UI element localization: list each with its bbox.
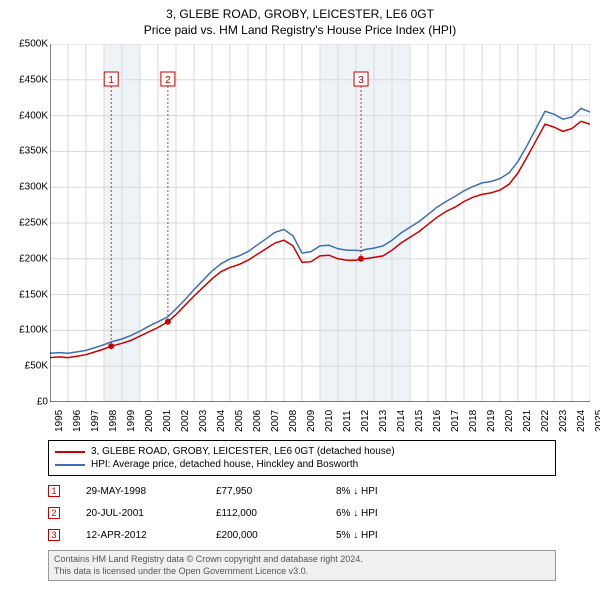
x-tick-label: 2025 [594,410,600,432]
table-row: 3 12-APR-2012 £200,000 5% ↓ HPI [48,524,456,546]
x-tick-label: 2018 [468,410,479,432]
chart-container: 3, GLEBE ROAD, GROBY, LEICESTER, LE6 0GT… [0,0,600,590]
x-tick-label: 2007 [270,410,281,432]
x-tick-label: 1996 [72,410,83,432]
x-tick-label: 2009 [306,410,317,432]
legend-row: HPI: Average price, detached house, Hinc… [55,458,549,471]
legend-label: HPI: Average price, detached house, Hinc… [91,459,358,470]
transaction-date: 12-APR-2012 [86,530,216,541]
transaction-price: £200,000 [216,530,336,541]
title-subtitle: Price paid vs. HM Land Registry's House … [0,22,600,38]
x-tick-label: 2006 [252,410,263,432]
x-tick-label: 2020 [504,410,515,432]
svg-text:1: 1 [108,75,114,86]
x-tick-label: 2000 [144,410,155,432]
x-tick-label: 2010 [324,410,335,432]
x-tick-label: 2003 [198,410,209,432]
transaction-delta: 5% ↓ HPI [336,530,456,541]
x-tick-label: 2001 [162,410,173,432]
x-tick-label: 2015 [414,410,425,432]
x-tick-label: 1997 [90,410,101,432]
transaction-price: £77,950 [216,486,336,497]
legend-label: 3, GLEBE ROAD, GROBY, LEICESTER, LE6 0GT… [91,446,395,457]
x-tick-label: 2002 [180,410,191,432]
chart-area: 1 2 3 [50,44,590,402]
x-tick-label: 2004 [216,410,227,432]
x-tick-label: 2019 [486,410,497,432]
table-row: 1 29-MAY-1998 £77,950 8% ↓ HPI [48,480,456,502]
title-address: 3, GLEBE ROAD, GROBY, LEICESTER, LE6 0GT [0,6,600,22]
footer-line: This data is licensed under the Open Gov… [54,566,550,578]
y-tick-label: £350K [2,146,48,157]
transaction-delta: 6% ↓ HPI [336,508,456,519]
legend-swatch [55,451,85,453]
y-tick-label: £150K [2,289,48,300]
x-tick-label: 2013 [378,410,389,432]
legend: 3, GLEBE ROAD, GROBY, LEICESTER, LE6 0GT… [48,440,556,476]
y-tick-label: £250K [2,218,48,229]
y-tick-label: £50K [2,361,48,372]
x-tick-label: 2023 [558,410,569,432]
y-tick-label: £0 [2,397,48,408]
footer-line: Contains HM Land Registry data © Crown c… [54,554,550,566]
x-tick-label: 2014 [396,410,407,432]
y-tick-label: £500K [2,39,48,50]
y-tick-label: £300K [2,182,48,193]
title-block: 3, GLEBE ROAD, GROBY, LEICESTER, LE6 0GT… [0,0,600,38]
x-tick-label: 2008 [288,410,299,432]
y-tick-label: £450K [2,74,48,85]
x-tick-label: 2016 [432,410,443,432]
transaction-delta: 8% ↓ HPI [336,486,456,497]
legend-row: 3, GLEBE ROAD, GROBY, LEICESTER, LE6 0GT… [55,445,549,458]
x-tick-label: 2011 [342,410,353,432]
x-tick-label: 1995 [54,410,65,432]
svg-text:3: 3 [358,75,364,86]
marker-ref-box: 1 [48,485,60,497]
chart-svg: 1 2 3 [50,44,590,402]
y-tick-label: £100K [2,325,48,336]
svg-text:2: 2 [165,75,171,86]
legend-swatch [55,464,85,466]
table-row: 2 20-JUL-2001 £112,000 6% ↓ HPI [48,502,456,524]
x-tick-label: 1998 [108,410,119,432]
attribution-footer: Contains HM Land Registry data © Crown c… [48,550,556,581]
marker-ref-box: 3 [48,529,60,541]
x-tick-label: 1999 [126,410,137,432]
x-tick-label: 2005 [234,410,245,432]
y-tick-label: £400K [2,110,48,121]
transaction-date: 20-JUL-2001 [86,508,216,519]
x-tick-label: 2017 [450,410,461,432]
x-tick-label: 2022 [540,410,551,432]
x-tick-label: 2012 [360,410,371,432]
marker-ref-box: 2 [48,507,60,519]
x-tick-label: 2021 [522,410,533,432]
x-tick-label: 2024 [576,410,587,432]
transaction-price: £112,000 [216,508,336,519]
transactions-table: 1 29-MAY-1998 £77,950 8% ↓ HPI 2 20-JUL-… [48,480,456,546]
transaction-date: 29-MAY-1998 [86,486,216,497]
y-tick-label: £200K [2,253,48,264]
